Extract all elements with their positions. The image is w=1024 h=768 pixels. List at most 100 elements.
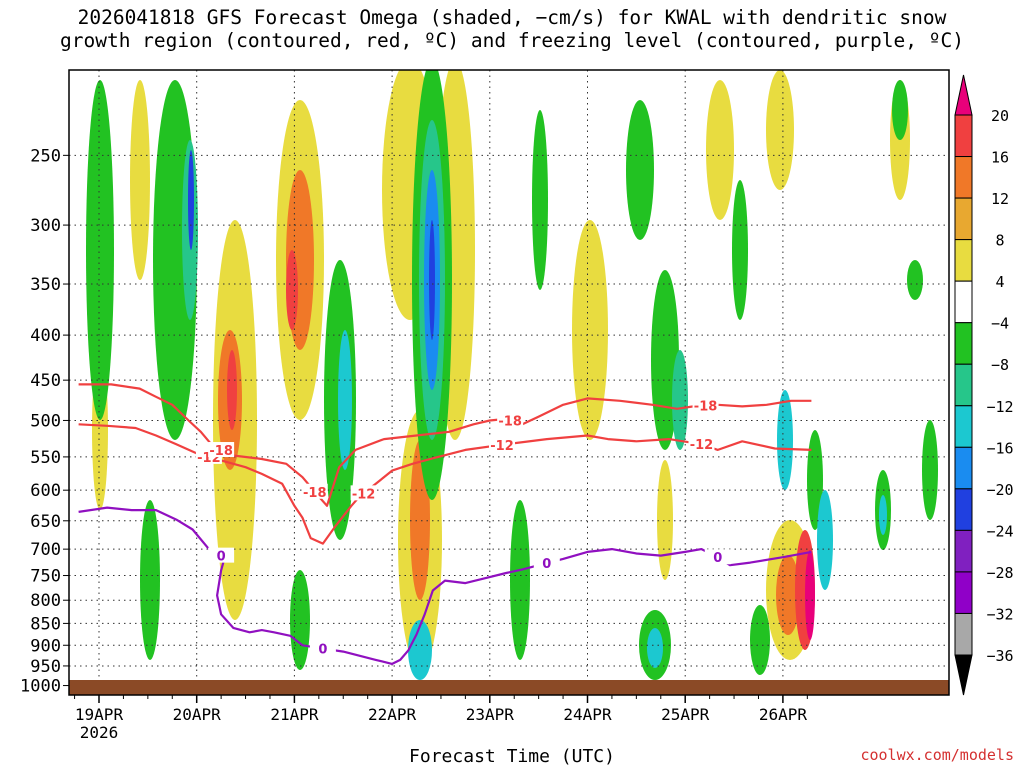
- x-tick-label: 19APR: [75, 705, 124, 724]
- contour-label: -18: [498, 414, 522, 429]
- y-tick-label: 450: [30, 371, 61, 391]
- omega-band: [532, 110, 548, 290]
- x-tick-label: 24APR: [563, 705, 612, 724]
- colorbar-label: 8: [995, 232, 1004, 250]
- colorbar-label: 4: [995, 273, 1004, 291]
- omega-band: [510, 500, 530, 660]
- x-axis-title: Forecast Time (UTC): [409, 746, 615, 767]
- omega-band: [907, 260, 923, 300]
- site-credit[interactable]: coolwx.com/models: [860, 746, 1014, 764]
- contour-label: 0: [318, 643, 327, 658]
- x-tick-label: 22APR: [368, 705, 417, 724]
- y-tick-label: 700: [30, 540, 61, 560]
- contour-label: -12: [690, 438, 714, 453]
- colorbar-swatch: [954, 571, 973, 614]
- y-tick-label: 900: [30, 636, 61, 656]
- y-tick-label: 950: [30, 657, 61, 677]
- contour-label-bg: [497, 412, 524, 428]
- omega-band: [807, 430, 823, 530]
- contour-label: -12: [352, 487, 376, 502]
- colorbar-label: −24: [986, 522, 1013, 540]
- colorbar-label: −4: [991, 315, 1009, 333]
- omega-band: [776, 555, 800, 635]
- omega-band: [286, 250, 298, 330]
- y-tick-label: 400: [30, 326, 61, 346]
- colorbar-label: 16: [991, 149, 1009, 167]
- plot-frame: [68, 69, 950, 696]
- omega-band: [227, 350, 237, 430]
- omega-band: [188, 150, 194, 250]
- y-tick-label: 250: [30, 146, 61, 166]
- colorbar-swatch: [954, 529, 973, 573]
- colorbar-label: 20: [991, 107, 1009, 125]
- colorbar-swatch: [954, 488, 973, 531]
- omega-band: [647, 628, 663, 668]
- y-tick-label: 500: [30, 411, 61, 431]
- colorbar-swatch: [954, 612, 973, 656]
- x-year-label: 2026: [80, 723, 119, 742]
- x-axis: 19APR 20APR 21APR 22APR 23APR 24APR 25APR 26APR…: [74, 695, 808, 742]
- chart-grid: [69, 70, 949, 695]
- colorbar-swatch: [954, 363, 973, 407]
- x-tick-label: 23APR: [466, 705, 515, 724]
- x-tick-label: 21APR: [270, 705, 319, 724]
- contour-label-bg: [301, 483, 328, 499]
- contour-label-bg: [309, 640, 336, 656]
- contour-label-bg: [489, 436, 516, 452]
- contour-label: -18: [209, 444, 233, 459]
- omega-band: [657, 460, 673, 580]
- colorbar-bottom-arrow: [954, 654, 973, 696]
- y-tick-label: 800: [30, 591, 61, 611]
- omega-band: [766, 70, 794, 190]
- colorbar-swatch: [954, 239, 973, 282]
- omega-band: [429, 220, 435, 340]
- chart-title-line1: 2026041818 GFS Forecast Omega (shaded, −…: [77, 6, 947, 29]
- contour-label: -18: [694, 400, 718, 415]
- omega-band: [750, 605, 770, 675]
- colorbar-swatch: [954, 197, 973, 241]
- y-tick-label: 550: [30, 448, 61, 468]
- omega-band: [572, 220, 608, 440]
- colorbar-label: −28: [986, 564, 1013, 582]
- contour-label-bg: [692, 397, 719, 413]
- y-tick-label: 350: [30, 275, 61, 295]
- colorbar-swatch: [954, 114, 973, 158]
- omega-band: [922, 420, 938, 520]
- y-tick-label: 850: [30, 614, 61, 634]
- contour-label-bg: [688, 436, 715, 452]
- omega-band: [805, 550, 815, 640]
- chart-title: 2026041818 GFS Forecast Omega (shaded, −…: [0, 6, 1024, 52]
- omega-band: [140, 500, 160, 660]
- omega-band: [408, 620, 432, 680]
- y-tick-label: 300: [30, 216, 61, 236]
- omega-band: [732, 180, 748, 320]
- contour-label-bg: [704, 549, 731, 565]
- omega-band: [777, 390, 793, 490]
- contour-label: -12: [490, 439, 514, 454]
- y-axis: 2503003504004505005506006507007508008509…: [20, 146, 69, 697]
- omega-band: [817, 490, 833, 590]
- colorbar-label: −16: [986, 439, 1013, 457]
- colorbar-label: 12: [991, 190, 1009, 208]
- x-tick-label: 26APR: [759, 705, 808, 724]
- omega-band: [626, 100, 654, 240]
- contour-label-bg: [350, 485, 377, 501]
- contour-label: -18: [303, 486, 327, 501]
- omega-shading: [86, 70, 938, 680]
- y-tick-label: 750: [30, 567, 61, 587]
- contour-label: 0: [713, 551, 722, 566]
- y-tick-label: 1000: [20, 677, 61, 697]
- omega-band: [672, 350, 688, 450]
- colorbar-swatch: [954, 322, 973, 365]
- contour-label: 0: [217, 550, 226, 565]
- colorbar-label: −32: [986, 605, 1013, 623]
- colorbar: 20 16 12 8 4 −4 −8 −12 −16 −20 −24 −28 −32 −36: [954, 74, 1014, 696]
- y-tick-label: 600: [30, 481, 61, 501]
- colorbar-label: −12: [986, 398, 1013, 416]
- omega-band: [86, 80, 114, 420]
- contour-label: 0: [542, 557, 551, 572]
- x-tick-label: 20APR: [173, 705, 222, 724]
- omega-band: [892, 80, 908, 140]
- colorbar-label: −36: [986, 647, 1013, 665]
- colorbar-label: −8: [991, 356, 1009, 374]
